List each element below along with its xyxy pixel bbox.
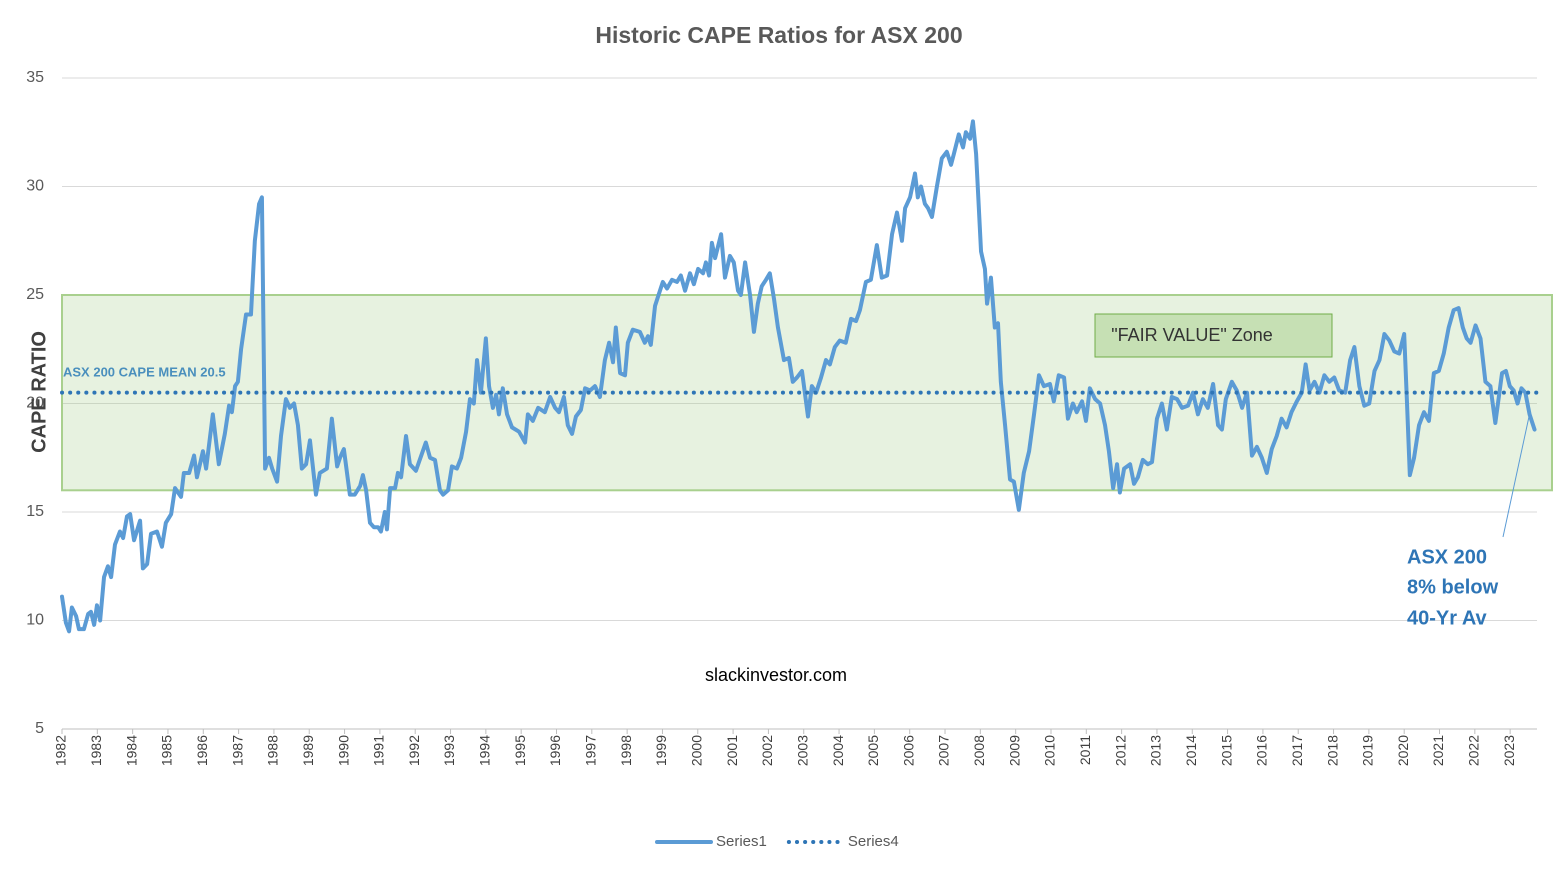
x-tick-label: 2015 [1218,735,1234,766]
x-tick-label: 1993 [441,735,457,766]
x-tick-label: 1983 [88,735,104,766]
legend: Series1 Series4 [655,833,899,850]
mean-label: ASX 200 CAPE MEAN 20.5 [63,364,226,379]
x-tick-label: 2009 [1006,735,1022,766]
y-tick-label: 15 [26,503,44,520]
x-tick-label: 1984 [123,735,139,766]
x-tick-label: 2017 [1289,735,1305,766]
x-tick-label: 2021 [1430,735,1446,766]
y-tick-label: 20 [26,395,44,412]
x-tick-label: 1988 [265,735,281,766]
x-tick-label: 2012 [1112,735,1128,766]
grid-layer: 5 10 15 20 25 30 35 1982 1983 1984 1985 1986 1987 198… [26,69,1537,766]
x-tick-label: 2001 [724,735,740,766]
line-layer [60,119,1539,634]
x-tick-label: 2019 [1360,735,1376,766]
x-tick-label: 1996 [547,735,563,766]
x-tick-label: 2000 [688,735,704,766]
x-tick-label: 1999 [653,735,669,766]
x-tick-label: 1989 [300,735,316,766]
x-tick-label: 1990 [335,735,351,766]
x-tick-label: 1992 [406,735,422,766]
x-tick-label: 2023 [1501,735,1517,766]
y-tick-label: 10 [26,612,44,629]
x-tick-label: 2002 [759,735,775,766]
zone-label-box [1094,313,1333,358]
x-tick-label: 2022 [1466,735,1482,766]
x-tick-label: 1994 [477,735,493,766]
x-tick-label: 2005 [865,735,881,766]
callout-line: 40-Yr Av [1407,607,1488,629]
x-tick-label: 1995 [512,735,528,766]
y-axis-title: CAPE RATIO [28,331,50,453]
callout-line: 8% below [1407,576,1499,598]
x-tick-label: 1986 [194,735,210,766]
callout-arrow [1502,411,1531,538]
x-tick-label: 2011 [1077,735,1093,765]
x-tick-label: 2016 [1254,735,1270,766]
y-tick-label: 25 [26,286,44,303]
x-tick-label: 2003 [794,735,810,766]
label-layer: Historic CAPE Ratios for ASX 200 CAPE RA… [28,22,1531,685]
chart-title: Historic CAPE Ratios for ASX 200 [595,22,962,48]
zone-label: "FAIR VALUE" Zone [1111,325,1273,345]
x-tick-label: 2004 [830,735,846,766]
x-tick-label: 1987 [229,735,245,766]
y-tick-label: 30 [26,178,44,195]
x-tick-label: 2014 [1183,735,1199,766]
x-tick-label: 2008 [971,735,987,766]
x-tick-label: 2010 [1042,735,1058,766]
x-tick-label: 2006 [900,735,916,766]
x-tick-label: 2018 [1324,735,1340,766]
x-tick-label: 1982 [53,735,69,766]
legend-label: Series1 [716,833,767,850]
series-line [60,119,1537,634]
x-tick-label: 1997 [583,735,599,766]
callout-line: ASX 200 [1407,546,1487,568]
watermark: slackinvestor.com [705,665,847,685]
y-tick-label: 5 [35,720,44,737]
x-tick-label: 1991 [371,735,387,766]
x-tick-label: 2013 [1148,735,1164,766]
legend-label: Series4 [848,833,899,850]
x-tick-label: 2020 [1395,735,1411,766]
x-tick-label: 2007 [936,735,952,766]
x-tick-label: 1998 [618,735,634,766]
y-tick-label: 35 [26,69,44,86]
x-tick-label: 1985 [159,735,175,766]
